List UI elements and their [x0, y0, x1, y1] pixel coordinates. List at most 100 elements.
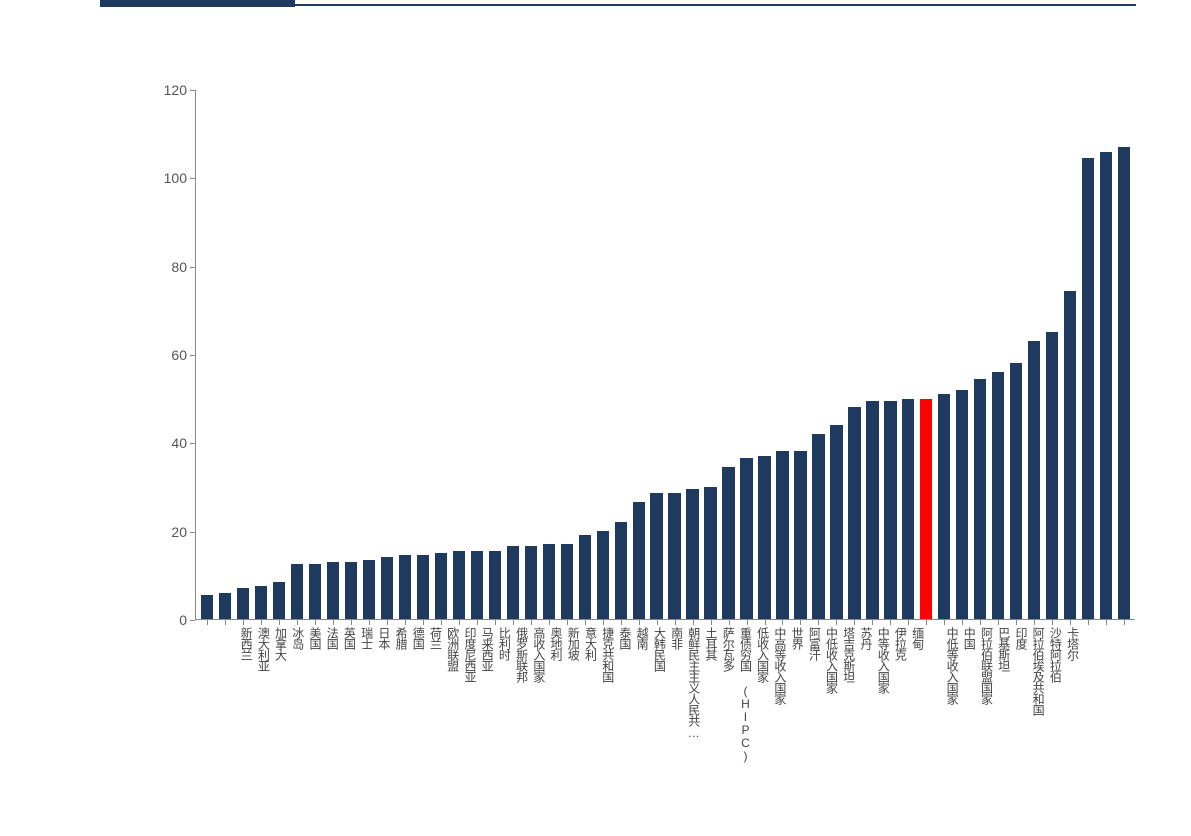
x-axis-category-label: 新加坡: [565, 627, 582, 660]
x-tick-mark: [207, 620, 208, 625]
bar-slot: [827, 90, 845, 619]
bar: [507, 546, 519, 619]
x-tick-mark: [315, 620, 316, 625]
bar: [1046, 332, 1058, 619]
y-tick-label: 120: [164, 82, 187, 98]
x-tick-mark: [675, 620, 676, 625]
bar: [597, 531, 609, 619]
y-tick-label: 20: [171, 524, 187, 540]
x-axis-category-label: 南非: [669, 627, 686, 649]
x-tick-mark: [800, 620, 801, 625]
bar-slot: [486, 90, 504, 619]
bar-slot: [576, 90, 594, 619]
bar: [201, 595, 213, 619]
x-tick-mark: [1124, 620, 1125, 625]
bar-slot: [720, 90, 738, 619]
bar: [938, 394, 950, 619]
bar-slot: [198, 90, 216, 619]
x-axis-category-label: 日本: [376, 627, 393, 649]
bar: [309, 564, 321, 619]
bar: [1010, 363, 1022, 619]
bar: [471, 551, 483, 619]
bar-slot: [1007, 90, 1025, 619]
x-tick-mark: [369, 620, 370, 625]
bar-slot: [432, 90, 450, 619]
x-tick-mark: [639, 620, 640, 625]
x-tick-mark: [890, 620, 891, 625]
bar-slot: [558, 90, 576, 619]
bar: [776, 451, 788, 619]
bar-slot: [971, 90, 989, 619]
x-axis-category-label: 泰国: [617, 627, 634, 649]
bar: [902, 399, 914, 619]
bar: [381, 557, 393, 619]
bar: [812, 434, 824, 619]
x-axis-category-label: 沙特阿拉伯: [1047, 627, 1064, 682]
bar-slot: [1025, 90, 1043, 619]
x-axis-category-label: 瑞士: [359, 627, 376, 649]
bar-slot: [845, 90, 863, 619]
x-axis-category-label: 朝鲜民主主义人民共…: [686, 627, 703, 739]
bar-slot: [450, 90, 468, 619]
y-tick-label: 100: [164, 170, 187, 186]
bar: [291, 564, 303, 619]
x-axis-category-label: 澳大利亚: [255, 627, 272, 671]
x-axis-category-label: 美国: [307, 627, 324, 649]
bar: [974, 379, 986, 619]
x-tick-mark: [657, 620, 658, 625]
bar: [453, 551, 465, 619]
x-tick-mark: [711, 620, 712, 625]
x-axis-category-label: 法国: [324, 627, 341, 649]
bar-slot: [774, 90, 792, 619]
bar: [345, 562, 357, 619]
x-tick-mark: [1106, 620, 1107, 625]
x-axis-category-label: 中低等收入国家: [944, 627, 961, 704]
bar-slot: [684, 90, 702, 619]
bar: [830, 425, 842, 619]
x-axis-category-label: 希腊: [393, 627, 410, 649]
x-axis-category-label: 土耳其: [703, 627, 720, 660]
y-axis: 020406080100120: [155, 90, 195, 620]
plot-area: 新西兰澳大利亚加拿大冰岛美国法国英国瑞士日本希腊德国荷兰欧洲联盟印度尼西亚马来西…: [195, 90, 1135, 620]
x-axis-category-label: 意大利: [582, 627, 599, 660]
bar-slot: [342, 90, 360, 619]
bar-slot: [881, 90, 899, 619]
bar: [1028, 341, 1040, 619]
x-tick-mark: [944, 620, 945, 625]
x-axis-category-label: 越南: [634, 627, 651, 649]
x-axis-category-label: 阿富汗: [806, 627, 823, 660]
bar-slot: [702, 90, 720, 619]
x-tick-mark: [729, 620, 730, 625]
x-tick-mark: [531, 620, 532, 625]
bar-slot: [270, 90, 288, 619]
x-axis-category-label: 捷克共和国: [600, 627, 617, 682]
x-tick-mark: [405, 620, 406, 625]
y-tick-label: 60: [171, 347, 187, 363]
x-tick-mark: [747, 620, 748, 625]
x-tick-mark: [513, 620, 514, 625]
x-axis-category-label: 奥地利: [548, 627, 565, 660]
x-tick-mark: [1070, 620, 1071, 625]
bar-slot: [252, 90, 270, 619]
bar: [1064, 291, 1076, 619]
x-tick-mark: [549, 620, 550, 625]
x-axis-category-label: 重债穷国 (HIPC): [737, 627, 754, 762]
x-tick-mark: [477, 620, 478, 625]
x-axis-category-label: 萨尔瓦多: [720, 627, 737, 671]
bar: [650, 493, 662, 619]
x-axis-category-label: 俄罗斯联邦: [514, 627, 531, 682]
x-axis-category-label: 低收入国家: [755, 627, 772, 682]
x-tick-mark: [297, 620, 298, 625]
x-tick-mark: [243, 620, 244, 625]
x-axis-category-label: 阿拉伯埃及共和国: [1030, 627, 1047, 715]
bar-slot: [666, 90, 684, 619]
x-axis-category-label: 荷兰: [428, 627, 445, 649]
bar: [237, 588, 249, 619]
x-tick-mark: [1016, 620, 1017, 625]
bar: [273, 582, 285, 619]
x-tick-mark: [261, 620, 262, 625]
bar-slot: [360, 90, 378, 619]
x-tick-mark: [441, 620, 442, 625]
x-axis-category-label: 卡塔尔: [1065, 627, 1082, 660]
x-tick-mark: [279, 620, 280, 625]
